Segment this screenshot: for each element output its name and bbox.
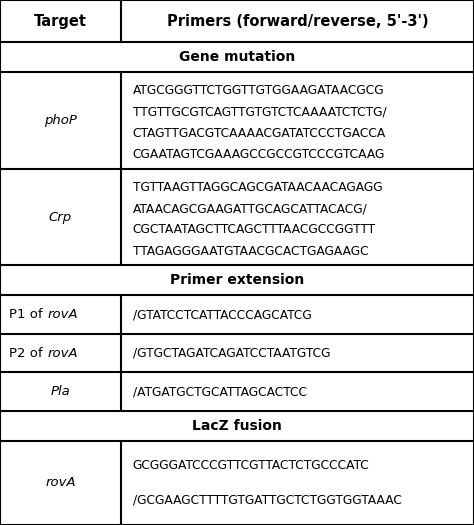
Text: Primers (forward/reverse, 5'-3'): Primers (forward/reverse, 5'-3') [167, 14, 428, 29]
Text: CGAATAGTCGAAAGCCGCCGTCCCGTCAAG: CGAATAGTCGAAAGCCGCCGTCCCGTCAAG [133, 149, 385, 161]
Text: TTAGAGGGAATGTAACGCACTGAGAAGC: TTAGAGGGAATGTAACGCACTGAGAAGC [133, 245, 368, 258]
Text: /GTATCCTCATTACCCAGCATCG: /GTATCCTCATTACCCAGCATCG [133, 308, 311, 321]
Text: ATGCGGGTTCTGGTTGTGGAAGATAACGCG: ATGCGGGTTCTGGTTGTGGAAGATAACGCG [133, 84, 384, 97]
Text: Gene mutation: Gene mutation [179, 50, 295, 64]
Text: CTAGTTGACGTCAAAACGATATCCCTGACCA: CTAGTTGACGTCAAAACGATATCCCTGACCA [133, 127, 386, 140]
Text: Crp: Crp [49, 211, 72, 224]
Text: rovA: rovA [47, 308, 78, 321]
Text: rovA: rovA [47, 346, 78, 360]
Text: GCGGGATCCCGTTCGTTACTCTGCCCATC: GCGGGATCCCGTTCGTTACTCTGCCCATC [133, 459, 369, 472]
Text: TGTTAAGTTAGGCAGCGATAACAACAGAGG: TGTTAAGTTAGGCAGCGATAACAACAGAGG [133, 181, 383, 194]
Text: /GCGAAGCTTTTGTGATTGCTCTGGTGGTAAAC: /GCGAAGCTTTTGTGATTGCTCTGGTGGTAAAC [133, 493, 401, 506]
Text: /ATGATGCTGCATTAGCACTCC: /ATGATGCTGCATTAGCACTCC [133, 385, 307, 398]
Text: CGCTAATAGCTTCAGCTTTAACGCCGGTTT: CGCTAATAGCTTCAGCTTTAACGCCGGTTT [133, 224, 376, 236]
Text: LacZ fusion: LacZ fusion [192, 419, 282, 433]
Text: P2 of: P2 of [9, 346, 46, 360]
Text: Pla: Pla [51, 385, 70, 398]
Text: ATAACAGCGAAGATTGCAGCATTACACG/: ATAACAGCGAAGATTGCAGCATTACACG/ [133, 202, 367, 215]
Text: /GTGCTAGATCAGATCCTAATGTCG: /GTGCTAGATCAGATCCTAATGTCG [133, 346, 330, 360]
Text: TTGTTGCGTCAGTTGTGTCTCAAAATCTCTG/: TTGTTGCGTCAGTTGTGTCTCAAAATCTCTG/ [133, 106, 386, 119]
Text: P1 of: P1 of [9, 308, 46, 321]
Text: Target: Target [34, 14, 87, 29]
Text: Primer extension: Primer extension [170, 273, 304, 287]
Text: phoP: phoP [44, 114, 77, 127]
Text: rovA: rovA [45, 477, 76, 489]
